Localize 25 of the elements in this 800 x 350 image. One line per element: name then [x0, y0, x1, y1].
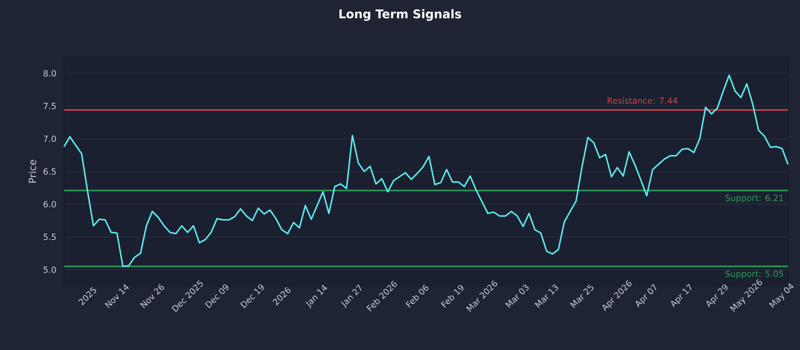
x-tick-label: Mar 13: [534, 284, 558, 308]
x-tick-label: Apr 29: [706, 284, 728, 308]
x-tick-label: Feb 19: [440, 285, 464, 308]
chart-title: Long Term Signals: [339, 9, 462, 21]
y-tick-label: 6.5: [44, 168, 56, 175]
x-tick-label: Dec 09: [204, 284, 228, 308]
x-tick-label: Nov 14: [104, 284, 129, 308]
ref-line-label: Resistance: 7.44: [608, 97, 678, 104]
x-tick-label: Feb 06: [406, 284, 428, 308]
x-tick-label: Apr 07: [636, 284, 656, 308]
x-tick-label: Jan 14: [306, 284, 328, 308]
x-tick-label: Mar 03: [505, 284, 529, 308]
y-tick-label: 8.0: [44, 70, 56, 77]
x-tick-label: Apr 17: [671, 284, 692, 308]
y-axis-title: Price: [28, 160, 36, 183]
x-tick-label: Jan 27: [340, 284, 362, 309]
ref-line-label: Support: 6.21: [726, 194, 784, 203]
ref-line-label: Support: 5.05: [726, 270, 784, 279]
y-tick-label: 7.0: [44, 136, 56, 142]
x-tick-label: Dec 19: [240, 284, 264, 308]
y-tick-label: 6.0: [44, 201, 56, 208]
y-tick-label: 5.0: [44, 266, 56, 273]
y-tick-label: 5.5: [44, 234, 56, 240]
y-tick-label: 7.5: [44, 102, 56, 110]
x-tick-label: Mar 25: [570, 284, 594, 308]
